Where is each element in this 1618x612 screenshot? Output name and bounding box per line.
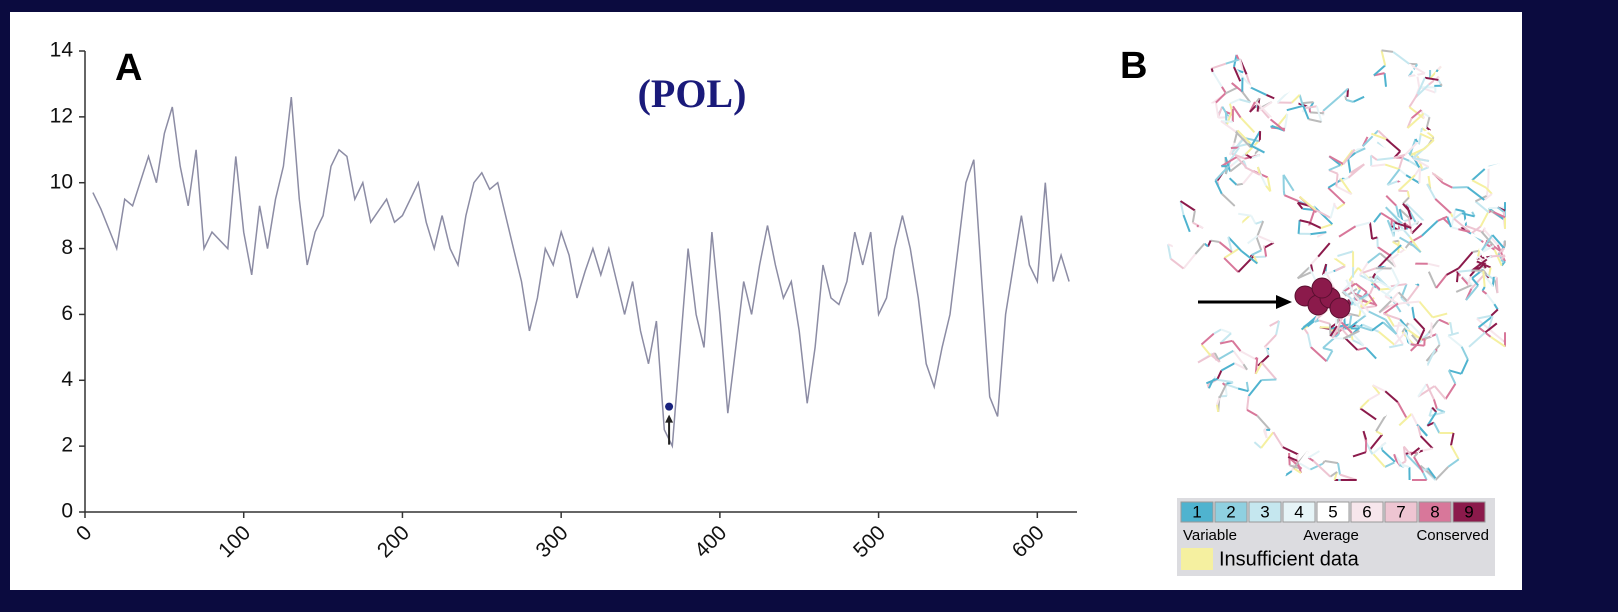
backbone-segment bbox=[1310, 109, 1311, 113]
backbone-segment bbox=[1284, 191, 1285, 195]
scale-caption: Conserved bbox=[1416, 527, 1489, 544]
scale-label: 3 bbox=[1260, 502, 1269, 521]
y-tick-label: 12 bbox=[50, 104, 73, 127]
backbone-segment bbox=[1310, 112, 1324, 113]
ligand-atom bbox=[1330, 298, 1350, 318]
y-tick-label: 8 bbox=[61, 236, 73, 259]
scale-label: 8 bbox=[1430, 502, 1439, 521]
y-tick-label: 2 bbox=[61, 434, 73, 457]
panel-label: B bbox=[1120, 45, 1147, 87]
backbone-segment bbox=[1427, 468, 1428, 470]
backbone-segment bbox=[1411, 344, 1425, 345]
scale-label: 7 bbox=[1396, 502, 1405, 521]
backbone-segment bbox=[1491, 255, 1505, 256]
scale-label: 6 bbox=[1362, 502, 1371, 521]
backbone-segment bbox=[1374, 282, 1379, 283]
scale-caption: Average bbox=[1303, 527, 1359, 544]
backbone-segment bbox=[1261, 380, 1276, 381]
backbone-segment bbox=[1237, 184, 1243, 185]
panel-label: A bbox=[115, 47, 142, 89]
backbone-segment bbox=[1217, 405, 1218, 412]
backbone-segment bbox=[1489, 207, 1505, 208]
backbone-segment bbox=[1330, 324, 1331, 336]
backbone-segment bbox=[1336, 174, 1337, 187]
backbone-segment bbox=[1212, 68, 1213, 72]
ligand-atom bbox=[1312, 278, 1332, 298]
backbone-segment bbox=[1457, 272, 1458, 282]
scale-label: 9 bbox=[1464, 502, 1473, 521]
scale-label: 5 bbox=[1328, 502, 1337, 521]
backbone-segment bbox=[1497, 277, 1498, 293]
backbone-segment bbox=[1405, 223, 1406, 230]
slide: A (POL) B 024681012140100200300400500600… bbox=[0, 0, 1618, 612]
backbone-segment bbox=[1458, 270, 1472, 271]
backbone-segment bbox=[1483, 271, 1484, 287]
backbone-segment bbox=[1452, 187, 1467, 188]
scale-label: 2 bbox=[1226, 502, 1235, 521]
backbone-segment bbox=[1436, 70, 1437, 72]
chart-title: (POL) bbox=[638, 71, 747, 116]
backbone-segment bbox=[1392, 230, 1405, 231]
scale-label: 1 bbox=[1192, 502, 1201, 521]
y-tick-label: 4 bbox=[61, 368, 73, 391]
insufficient-label: Insufficient data bbox=[1219, 548, 1360, 570]
scale-label: 4 bbox=[1294, 502, 1303, 521]
scale-caption: Variable bbox=[1183, 527, 1237, 544]
insufficient-swatch bbox=[1181, 548, 1213, 570]
y-tick-label: 10 bbox=[50, 170, 73, 193]
backbone-segment bbox=[1299, 220, 1300, 234]
y-tick-label: 14 bbox=[50, 39, 74, 62]
backbone-segment bbox=[1385, 73, 1386, 87]
backbone-segment bbox=[1441, 84, 1442, 86]
y-tick-label: 0 bbox=[61, 500, 73, 523]
backbone-segment bbox=[1332, 338, 1343, 339]
backbone-segment bbox=[1408, 191, 1409, 197]
highlight-point bbox=[665, 403, 673, 411]
backbone-segment bbox=[1406, 228, 1407, 229]
y-tick-label: 6 bbox=[61, 302, 73, 325]
backbone-segment bbox=[1315, 321, 1319, 322]
